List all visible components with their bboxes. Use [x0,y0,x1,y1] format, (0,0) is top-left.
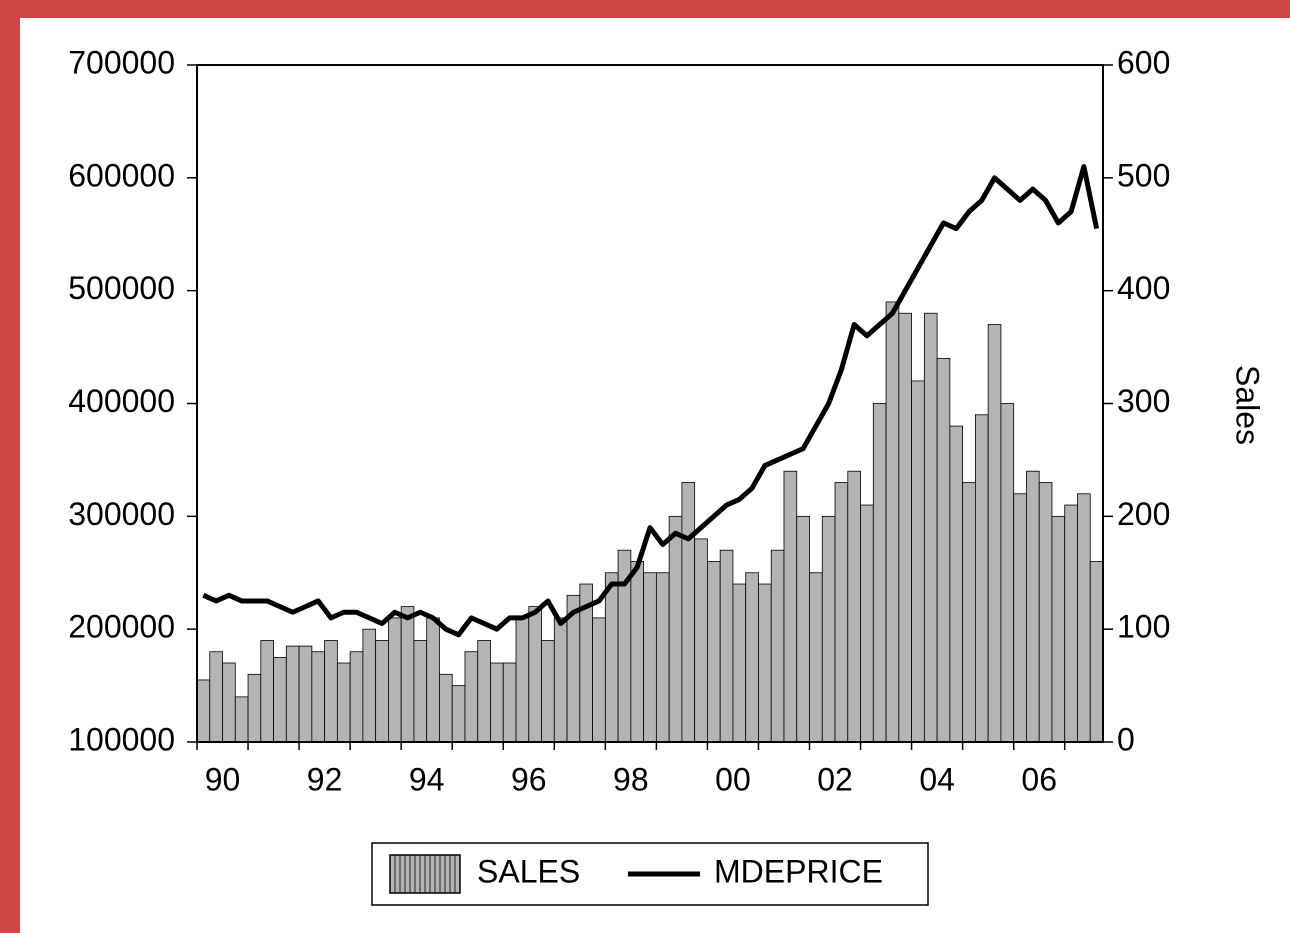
bar [528,606,542,743]
y-tick-label: 200000 [68,609,175,645]
bar [694,538,708,743]
plot-frame [196,64,1104,743]
bar [732,583,747,743]
bar [643,572,657,743]
bar [911,380,925,743]
y2-tick-label: 500 [1117,157,1170,193]
x-tick-label: 98 [613,761,649,797]
y2-tick-label: 200 [1117,496,1170,532]
bar [783,470,798,743]
bar [1038,482,1053,743]
bar [464,651,479,743]
bar [923,312,938,743]
y-tick-label: 100000 [68,721,175,757]
bar [758,583,772,743]
bar [400,606,415,743]
bar [745,572,759,743]
bar [413,640,428,743]
bar [553,617,568,743]
bar [962,482,976,743]
bar [821,515,836,743]
bar [796,515,810,743]
x-tick-label: 00 [715,761,751,797]
bar [477,640,491,743]
bar [285,645,300,743]
bar [336,662,351,743]
x-tick-label: 92 [307,761,343,797]
bar [707,561,721,743]
bar [196,679,211,743]
y2-tick-label: 400 [1117,270,1170,306]
bar [375,640,389,743]
x-tick-label: 02 [817,761,853,797]
y2-tick-label: 600 [1117,44,1170,80]
bar [388,617,402,743]
line [202,164,1100,638]
bar [872,403,887,743]
x-tick-label: 96 [511,761,547,797]
y-tick-label: 500000 [68,270,175,306]
bar [1026,470,1040,743]
bar [1064,504,1078,743]
bar [273,656,287,743]
bar [451,685,466,743]
bar [1089,561,1104,743]
bar [502,662,517,743]
bar [439,673,453,743]
bar [260,640,274,743]
bar [1000,403,1015,743]
bar [770,549,785,743]
y-tick-label: 300000 [68,496,175,532]
bar [834,482,849,743]
bar [885,301,900,743]
bar [987,324,1002,743]
y2-tick-label: 100 [1117,609,1170,645]
x-tick-label: 90 [205,761,241,797]
bar [974,414,989,743]
bar [311,651,326,743]
bar [209,651,223,743]
y-tick-label: 600000 [68,157,175,193]
bar [541,640,555,743]
bar [222,662,236,743]
bar [426,617,440,743]
bar [298,645,313,743]
background [20,18,1290,933]
bar [592,617,606,743]
legend-label: MDEPRICE [714,853,883,889]
bar [655,572,670,743]
bar [936,357,951,743]
y-tick-label: 400000 [68,383,175,419]
y2-tick-label: 0 [1117,721,1135,757]
bar [847,470,861,743]
bar [362,628,377,743]
bar [681,482,696,743]
bar [630,561,645,743]
x-tick-label: 94 [409,761,445,797]
bar [604,572,619,743]
y-tick-label: 700000 [68,44,175,80]
bar [515,617,530,743]
bar [809,572,823,743]
bar [1051,515,1066,743]
y2-axis-title: Sales [1230,365,1266,445]
x-tick-label: 06 [1021,761,1057,797]
bar [490,662,504,743]
bar [898,312,912,743]
bar [860,504,874,743]
bar [234,696,249,743]
bar [668,515,683,743]
bar [349,651,364,743]
bar [949,425,964,743]
bar [1077,493,1091,743]
bar [719,549,734,743]
x-tick-label: 04 [919,761,955,797]
bar [1013,493,1027,743]
legend-label: SALES [477,853,580,889]
bar [247,673,262,743]
bar [324,640,338,743]
y2-tick-label: 300 [1117,383,1170,419]
